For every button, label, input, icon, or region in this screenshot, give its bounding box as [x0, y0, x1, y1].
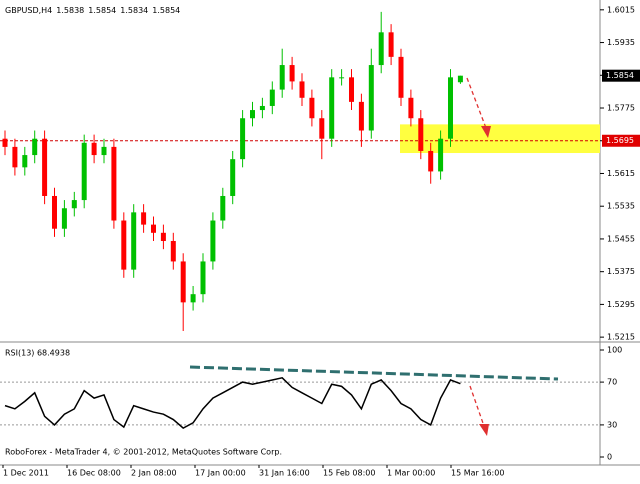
- candle-body: [368, 65, 374, 131]
- price-panel: 1.60151.59351.58551.57751.56951.56151.55…: [0, 5, 640, 342]
- y-tick-label: 1.5295: [607, 300, 635, 309]
- forecast-arrow: [466, 77, 487, 129]
- candle-body: [32, 138, 38, 156]
- rsi-tick-label: 0: [607, 453, 612, 462]
- x-tick-label: 1 Dec 2011: [3, 469, 49, 478]
- candle-body: [250, 110, 255, 119]
- y-tick-label: 1.5775: [607, 104, 635, 113]
- rsi-tick-label: 70: [607, 378, 617, 387]
- rsi-forecast-arrow-head: [479, 424, 489, 436]
- candle-body: [309, 97, 315, 119]
- y-tick-label: 1.5375: [607, 267, 635, 276]
- current-price-box: [602, 69, 640, 82]
- candle-body: [101, 146, 107, 156]
- candle-body: [111, 146, 117, 221]
- candle-body: [131, 212, 137, 270]
- candle-body: [200, 261, 206, 295]
- candle-body: [279, 65, 285, 90]
- candle-body: [457, 75, 463, 83]
- candle-body: [418, 118, 424, 151]
- symbol-header: GBPUSD,H4 1.5838 1.5854 1.5834 1.5854: [5, 6, 180, 15]
- candle-body: [61, 208, 67, 229]
- candle-body: [398, 56, 404, 98]
- x-tick-label: 16 Dec 08:00: [67, 469, 121, 478]
- candle-body: [259, 105, 265, 111]
- x-tick-label: 17 Jan 00:00: [195, 469, 246, 478]
- x-tick-label: 15 Feb 08:00: [323, 469, 375, 478]
- candle-body: [121, 220, 127, 270]
- forecast-arrow-head: [481, 126, 491, 138]
- x-tick-label: 1 Mar 00:00: [387, 469, 435, 478]
- candle-body: [329, 77, 335, 139]
- candle-body: [349, 77, 354, 102]
- candle-body: [2, 138, 8, 147]
- x-tick-label: 15 Mar 16:00: [451, 469, 504, 478]
- x-tick-label: 31 Jan 16:00: [259, 469, 310, 478]
- rsi-panel: 100 70 30 0: [0, 346, 622, 462]
- copyright: RoboForex - MetaTrader 4, © 2001-2012, M…: [5, 448, 282, 457]
- rsi-forecast-arrow: [469, 385, 485, 427]
- level-box: [602, 134, 640, 147]
- candle-body: [141, 212, 147, 225]
- candle-body: [428, 150, 434, 172]
- x-tick-label: 2 Jan 08:00: [131, 469, 177, 478]
- candle-body: [220, 195, 226, 221]
- candle-body: [319, 118, 325, 139]
- level-label: 1.5695: [606, 136, 634, 145]
- y-tick-label: 1.6015: [607, 5, 635, 14]
- header-high: 1.5854: [88, 6, 116, 15]
- candle-body: [388, 32, 394, 57]
- candle-body: [408, 97, 414, 119]
- y-tick-label: 1.5535: [607, 202, 635, 211]
- candle-body: [151, 224, 156, 233]
- candle-body: [240, 118, 246, 160]
- candle-body: [269, 89, 275, 106]
- candle-body: [180, 261, 186, 303]
- header-open: 1.5838: [56, 6, 84, 15]
- candle-body: [230, 159, 236, 196]
- candle-body: [81, 142, 87, 201]
- candle-body: [358, 101, 364, 131]
- y-tick-label: 1.5455: [607, 234, 635, 243]
- rsi-trendline: [189, 365, 559, 381]
- candle-body: [52, 195, 57, 229]
- candle-body: [448, 77, 453, 139]
- y-tick-label: 1.5615: [607, 169, 635, 178]
- candle-body: [160, 232, 166, 241]
- target-zone: [400, 124, 600, 154]
- y-tick-label: 1.5935: [607, 38, 635, 47]
- candle-body: [378, 32, 384, 66]
- candle-body: [289, 65, 295, 82]
- y-tick-label: 1.5215: [607, 333, 635, 342]
- rsi-line: [4, 377, 461, 430]
- candle-body: [438, 138, 444, 172]
- header-close: 1.5854: [152, 6, 180, 15]
- candle-body: [12, 146, 18, 168]
- candle-body: [190, 294, 196, 303]
- candle-body: [22, 155, 28, 168]
- current-price-label: 1.5854: [606, 71, 634, 80]
- rsi-tick-label: 100: [607, 346, 622, 355]
- candle-body: [42, 138, 48, 196]
- candle-body: [91, 142, 97, 156]
- candle-body: [71, 200, 77, 209]
- candle-body: [339, 77, 345, 79]
- header-low: 1.5834: [120, 6, 148, 15]
- header-symbol: GBPUSD,H4: [5, 6, 52, 15]
- candle-body: [210, 220, 216, 262]
- rsi-tick-label: 30: [607, 420, 617, 429]
- candle-body: [170, 240, 176, 262]
- rsi-label: RSI(13) 68.4938: [5, 349, 70, 358]
- candle-body: [299, 81, 305, 98]
